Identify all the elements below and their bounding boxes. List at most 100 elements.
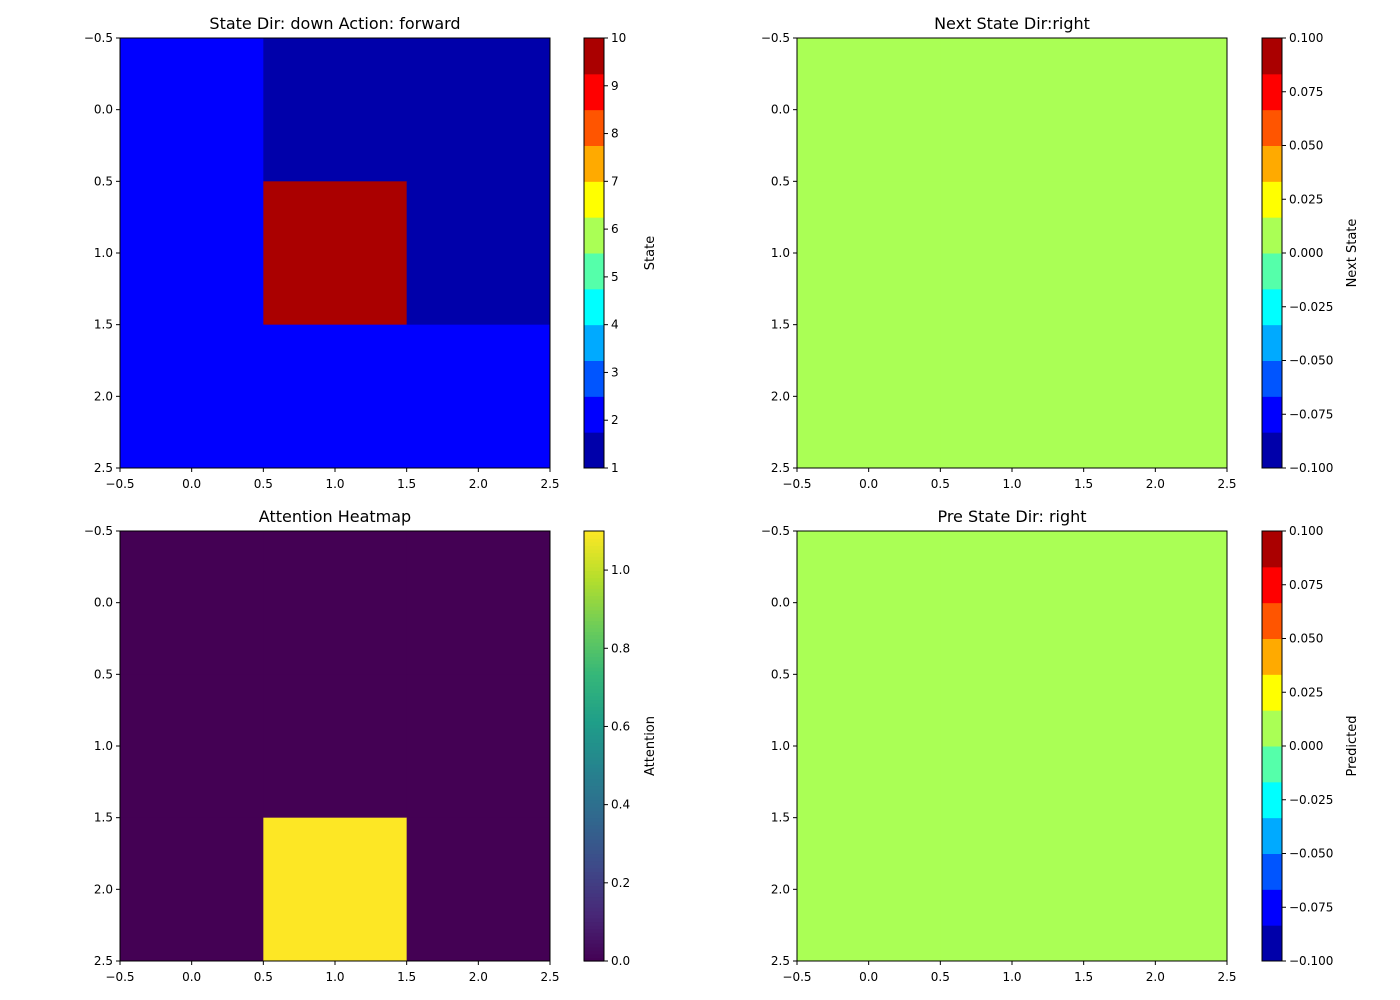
attention-colorbar-segment <box>584 950 604 955</box>
attention-colorbar-segment <box>584 892 604 898</box>
attention-colorbar-segment <box>584 914 604 919</box>
pre-state-colorbar-segment <box>1262 531 1282 568</box>
attention-colorbar-segment <box>584 638 604 643</box>
attention-colorbar-segment <box>584 706 604 711</box>
state-colorbar-tick-label: 8 <box>611 127 619 141</box>
attention-colorbar-segment <box>584 677 604 683</box>
attention-colorbar-segment <box>584 803 604 808</box>
attention-colorbar-segment <box>584 781 604 787</box>
attention-colorbar-segment <box>584 871 604 876</box>
attention-colorbar-segment <box>584 577 604 582</box>
next-state-cell-r2-c2 <box>1083 324 1228 469</box>
attention-colorbar-segment <box>584 810 604 815</box>
pre-state-cell-r1-c0 <box>797 674 941 819</box>
pre-state-ytick-label: 1.5 <box>771 811 790 825</box>
next-state-colorbar-tick-label: 0.050 <box>1289 139 1323 153</box>
state-colorbar-tick-label: 5 <box>611 270 619 284</box>
attention-ytick-label: 1.5 <box>94 811 113 825</box>
attention-colorbar-segment <box>584 846 604 851</box>
state-colorbar-segment <box>584 288 604 326</box>
next-state-colorbar-segment <box>1262 288 1282 326</box>
attention-colorbar-segment <box>584 574 604 579</box>
attention-colorbar-segment <box>584 699 604 704</box>
attention-cell-r2-c0 <box>120 817 264 962</box>
attention-cell-r1-c0 <box>120 674 264 819</box>
attention-colorbar-segment <box>584 853 604 858</box>
attention-colorbar-segment <box>584 649 604 654</box>
pre-state-colorbar-tick-label: 0.025 <box>1289 685 1323 699</box>
next-state-ytick-label: 2.0 <box>771 389 790 403</box>
attention-colorbar-segment <box>584 867 604 873</box>
attention-colorbar-segment <box>584 717 604 722</box>
attention-colorbar-segment <box>584 620 604 625</box>
attention-colorbar-segment <box>584 799 604 804</box>
pre-state-ytick-label: 2.5 <box>771 954 790 968</box>
pre-state-colorbar-tick-label: −0.075 <box>1289 900 1333 914</box>
attention-colorbar-segment <box>584 789 604 794</box>
pre-state-title: Pre State Dir: right <box>937 507 1086 526</box>
next-state-xtick-label: 2.5 <box>1217 477 1236 491</box>
attention-colorbar-segment <box>584 763 604 769</box>
attention-colorbar-segment <box>584 957 604 962</box>
attention-ytick-label: 2.0 <box>94 882 113 896</box>
pre-state-colorbar-segment <box>1262 566 1282 604</box>
attention-cell-r2-c1 <box>263 817 408 962</box>
attention-colorbar-segment <box>584 900 604 905</box>
state-ytick-label: 1.5 <box>94 318 113 332</box>
pre-state-panel: Pre State Dir: right −0.5 0.0 0.5 1.0 1.5 2.0 2… <box>761 507 1360 984</box>
next-state-xtick-label: 1.5 <box>1074 477 1093 491</box>
next-state-colorbar-tick-label: 0.025 <box>1289 192 1323 206</box>
state-colorbar-segment <box>584 360 604 397</box>
attention-cell-r0-c1 <box>263 531 408 675</box>
pre-state-colorbar-tick-label: 0.000 <box>1289 739 1323 753</box>
attention-colorbar-segment <box>584 814 604 819</box>
pre-state-colorbar-tick-label: −0.100 <box>1289 954 1333 968</box>
attention-colorbar-segment <box>584 559 604 564</box>
attention-xtick-label: 2.5 <box>540 970 559 984</box>
next-state-colorbar-segment <box>1262 396 1282 433</box>
attention-colorbar-segment <box>584 602 604 607</box>
attention-colorbar-segment <box>584 645 604 650</box>
attention-colorbar-tick-label: 0.0 <box>611 954 630 968</box>
state-colorbar-tick-label: 2 <box>611 413 619 427</box>
attention-colorbar-label: Attention <box>643 716 658 776</box>
state-cell-r0-c1 <box>263 38 408 182</box>
attention-colorbar-segment <box>584 570 604 575</box>
attention-xtick-label: 0.5 <box>254 970 273 984</box>
pre-state-colorbar-tick-label: −0.050 <box>1289 847 1333 861</box>
state-colorbar-segment <box>584 109 604 146</box>
next-state-colorbar-segment <box>1262 217 1282 254</box>
attention-colorbar-segment <box>584 910 604 916</box>
next-state-xtick-label: 2.0 <box>1146 477 1165 491</box>
attention-colorbar-segment <box>584 634 604 640</box>
state-xtick-label: 2.5 <box>540 477 559 491</box>
attention-xtick-label: 1.0 <box>325 970 344 984</box>
state-colorbar-segment <box>584 217 604 254</box>
attention-colorbar-segment <box>584 749 604 754</box>
pre-state-colorbar-segment <box>1262 889 1282 926</box>
pre-state-colorbar-segment <box>1262 674 1282 711</box>
next-state-title: Next State Dir:right <box>934 14 1090 33</box>
attention-ytick-label: 2.5 <box>94 954 113 968</box>
attention-colorbar-segment <box>584 821 604 826</box>
attention-colorbar-segment <box>584 857 604 862</box>
attention-colorbar-segment <box>584 613 604 618</box>
state-xtick-label: 0.0 <box>182 477 201 491</box>
attention-cell-r1-c2 <box>406 674 551 819</box>
attention-colorbar-tick-label: 0.6 <box>611 719 630 733</box>
state-cell-r1-c2 <box>406 181 551 326</box>
next-state-cell-r1-c1 <box>940 181 1085 326</box>
next-state-ytick-label: 2.5 <box>771 461 790 475</box>
attention-xtick-label: 1.5 <box>397 970 416 984</box>
attention-colorbar-tick-label: 0.8 <box>611 641 630 655</box>
state-xtick-label: 1.5 <box>397 477 416 491</box>
pre-state-colorbar-segment <box>1262 638 1282 675</box>
pre-state-ytick-label: −0.5 <box>761 524 790 538</box>
state-colorbar-tick-label: 3 <box>611 365 619 379</box>
next-state-colorbar-segment <box>1262 432 1282 469</box>
attention-colorbar-segment <box>584 588 604 593</box>
state-colorbar-segment <box>584 181 604 218</box>
state-colorbar-segment <box>584 396 604 433</box>
next-state-cell-r2-c0 <box>797 324 941 469</box>
attention-cell-r2-c2 <box>406 817 551 962</box>
